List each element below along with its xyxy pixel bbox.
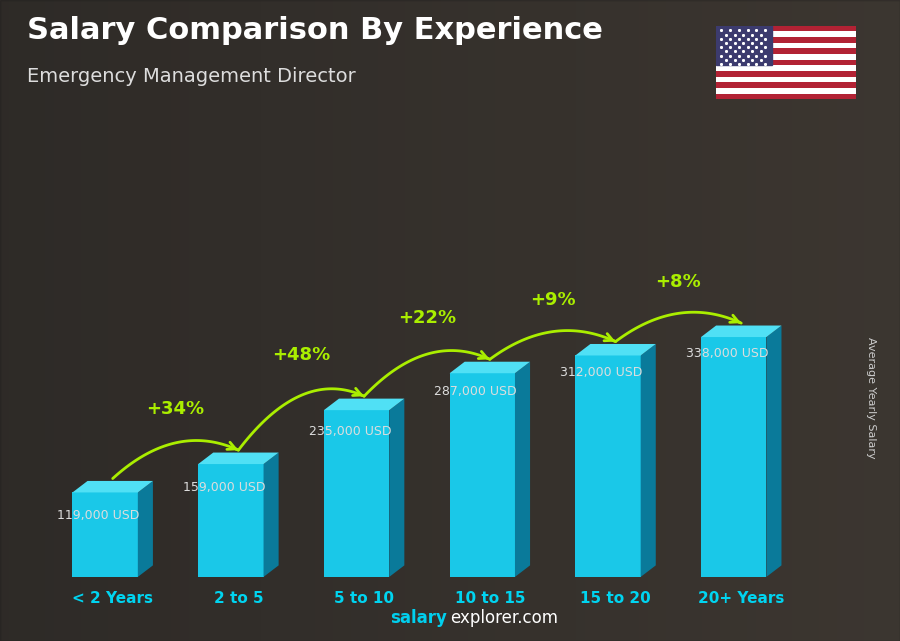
Polygon shape — [515, 362, 530, 577]
Bar — [575, 356, 641, 577]
Text: +9%: +9% — [530, 291, 575, 309]
Bar — [716, 43, 856, 48]
Polygon shape — [264, 453, 279, 577]
Bar — [716, 48, 856, 54]
Text: explorer.com: explorer.com — [450, 609, 558, 627]
Text: +48%: +48% — [272, 346, 330, 364]
Text: Salary Comparison By Experience: Salary Comparison By Experience — [27, 16, 603, 45]
Text: Emergency Management Director: Emergency Management Director — [27, 67, 356, 87]
Text: +34%: +34% — [147, 400, 204, 418]
Bar — [716, 37, 856, 43]
Bar — [716, 77, 856, 82]
Text: 312,000 USD: 312,000 USD — [561, 366, 643, 379]
Text: 5 to 10: 5 to 10 — [334, 591, 394, 606]
Bar — [716, 26, 856, 31]
Bar — [716, 71, 856, 77]
Text: 10 to 15: 10 to 15 — [454, 591, 525, 606]
Polygon shape — [138, 481, 153, 577]
Bar — [324, 410, 390, 577]
Text: +8%: +8% — [655, 273, 701, 291]
Bar — [716, 31, 856, 37]
Text: +22%: +22% — [398, 309, 456, 327]
Text: 20+ Years: 20+ Years — [698, 591, 785, 606]
Bar — [716, 26, 772, 65]
Text: 159,000 USD: 159,000 USD — [183, 481, 266, 494]
Text: 338,000 USD: 338,000 USD — [686, 347, 769, 360]
Bar — [716, 60, 856, 65]
Polygon shape — [450, 362, 530, 373]
Bar — [716, 88, 856, 94]
Polygon shape — [575, 344, 656, 356]
Polygon shape — [767, 326, 781, 577]
Text: salary: salary — [391, 609, 447, 627]
Text: Average Yearly Salary: Average Yearly Salary — [866, 337, 877, 458]
Bar — [716, 94, 856, 99]
Bar — [450, 373, 515, 577]
Bar — [716, 54, 856, 60]
Polygon shape — [641, 344, 656, 577]
Polygon shape — [324, 399, 404, 410]
Polygon shape — [701, 326, 781, 337]
Text: 119,000 USD: 119,000 USD — [58, 509, 140, 522]
Bar — [716, 65, 856, 71]
Text: 2 to 5: 2 to 5 — [213, 591, 263, 606]
Polygon shape — [198, 453, 279, 464]
Bar — [198, 464, 264, 577]
Text: 287,000 USD: 287,000 USD — [435, 385, 518, 398]
Polygon shape — [390, 399, 404, 577]
Bar — [716, 82, 856, 88]
Text: 15 to 20: 15 to 20 — [580, 591, 651, 606]
Text: 235,000 USD: 235,000 USD — [309, 424, 392, 438]
Polygon shape — [73, 481, 153, 492]
Bar — [73, 492, 138, 577]
Bar — [701, 337, 767, 577]
Text: < 2 Years: < 2 Years — [72, 591, 153, 606]
